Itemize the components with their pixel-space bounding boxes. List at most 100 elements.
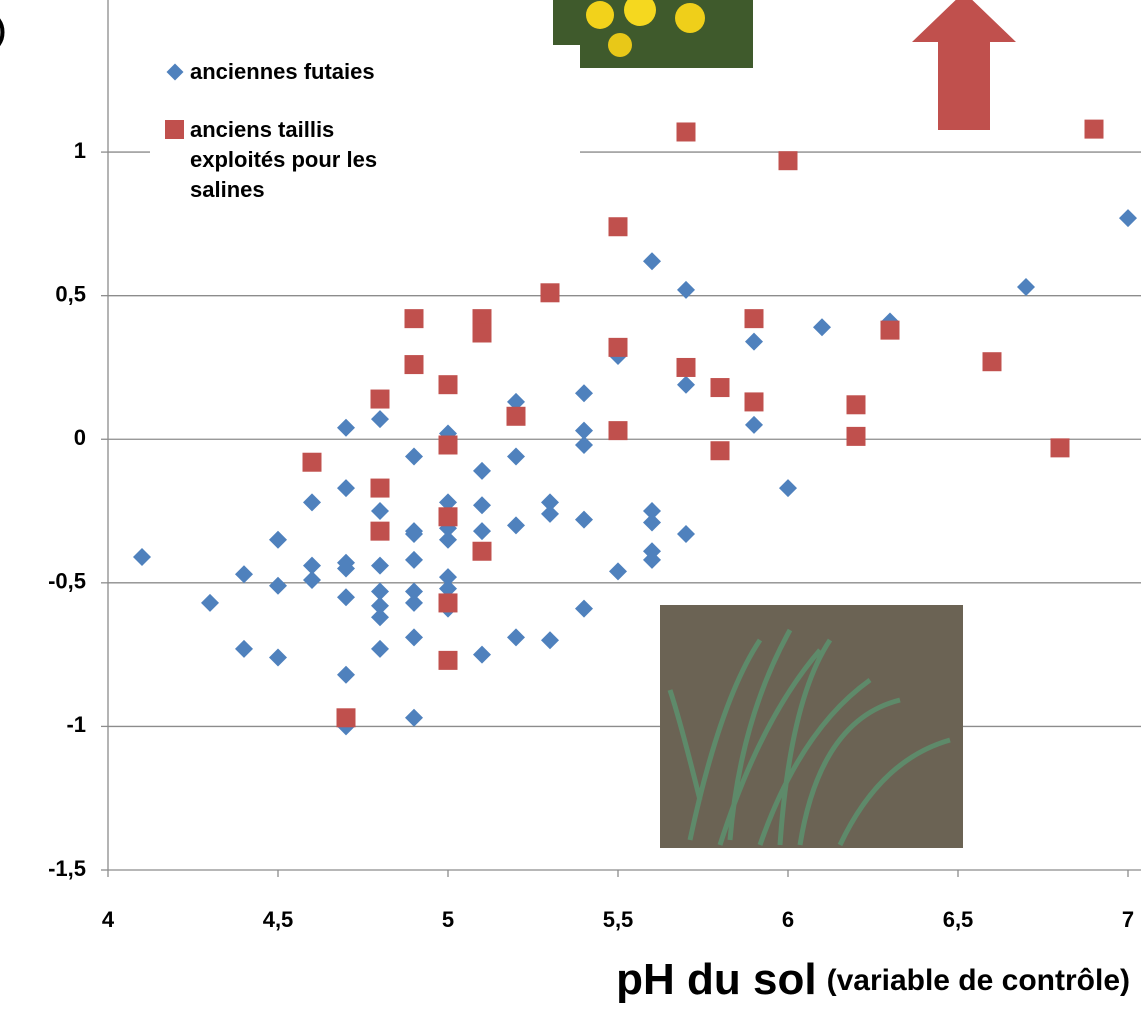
flower (586, 1, 614, 29)
diamond-point (473, 522, 491, 541)
diamond-point (473, 496, 491, 515)
legend-item: anciennes futaies (160, 57, 580, 87)
diamond-point (235, 565, 253, 584)
diamond-point (745, 332, 763, 351)
square-point (1050, 438, 1070, 458)
square-point (608, 421, 628, 441)
diamond-point (813, 318, 831, 337)
y-tick-label: 0 (74, 425, 86, 450)
square-point (438, 375, 458, 395)
square-point (438, 593, 458, 613)
square-point (676, 357, 696, 377)
diamond-point (1017, 278, 1035, 297)
diamond-point (507, 392, 525, 411)
diamond-point (439, 568, 457, 587)
x-tick-label: 5,5 (603, 907, 634, 932)
diamond-point (779, 479, 797, 498)
diamond-point (201, 593, 219, 612)
x-axis-title: pH du sol (616, 955, 816, 1004)
up-arrow (912, 0, 1016, 130)
plot-area: -1,5 -1 -0,5 0 0,5 1 4 4,5 5 5,5 6 6,5 7 (48, 0, 1141, 932)
square-point (370, 478, 390, 498)
diamond-point (405, 447, 423, 466)
diamond-point (405, 582, 423, 601)
diamond-point (439, 530, 457, 549)
x-axis-detail: (variable de contrôle) (827, 964, 1130, 997)
diamond-point (371, 596, 389, 615)
diamond-point (405, 628, 423, 647)
diamond-point (439, 579, 457, 598)
square-point (846, 426, 866, 446)
square-point (744, 309, 764, 329)
square-point (302, 452, 322, 472)
y-tick-label: -1,5 (48, 856, 86, 881)
diamond-point (371, 502, 389, 521)
legend: anciennes futaies anciens taillis exploit… (150, 45, 580, 202)
x-tick-label: 7 (1122, 907, 1134, 932)
diamond-point (337, 479, 355, 498)
diamond-point (575, 599, 593, 618)
legend-square (165, 120, 184, 139)
diamond-point (575, 510, 593, 529)
diamond-point (337, 418, 355, 437)
diamond-point (643, 513, 661, 532)
legend-diamond (166, 63, 184, 81)
diamond-point (371, 556, 389, 575)
legend-symbol (160, 57, 190, 87)
diamond-point (507, 628, 525, 647)
diamond-point (269, 530, 287, 549)
square-point (438, 435, 458, 455)
square-point (438, 650, 458, 670)
diamond-point (133, 547, 151, 566)
diamond-point (337, 665, 355, 684)
square-point (404, 355, 424, 375)
diamond-point (677, 525, 695, 544)
square-point (506, 406, 526, 426)
diamond-point (541, 631, 559, 650)
flower (624, 0, 656, 26)
diamond-point (575, 435, 593, 454)
square-point (608, 337, 628, 357)
diamond-point (507, 447, 525, 466)
diamond-point (337, 559, 355, 578)
square-point (1084, 119, 1104, 139)
diamond-point (677, 375, 695, 394)
diamond-point (1119, 209, 1137, 228)
diamond-point (473, 645, 491, 664)
diamond-point (745, 415, 763, 434)
x-tick-label: 6 (782, 907, 794, 932)
x-axis-label: pH du sol (variable de contrôle) (616, 955, 1130, 1004)
diamond-point (405, 593, 423, 612)
diamond-point (303, 570, 321, 589)
diamond-point (303, 556, 321, 575)
diamond-point (541, 493, 559, 512)
diamond-point (677, 280, 695, 299)
square-point (370, 521, 390, 541)
x-tick-label: 5 (442, 907, 454, 932)
square-point (472, 541, 492, 561)
diamond-point (371, 582, 389, 601)
square-point (982, 352, 1002, 372)
legend-label: anciennes futaies (190, 59, 375, 84)
y-axis-label: ) (0, 14, 6, 47)
diamond-point (541, 504, 559, 523)
diamond-point (337, 588, 355, 607)
square-point (744, 392, 764, 412)
y-tick-label: -1 (66, 712, 86, 737)
diamond-point (473, 461, 491, 480)
diamond-point (371, 639, 389, 658)
diamond-point (439, 493, 457, 512)
square-point (608, 217, 628, 237)
legend-symbol (160, 115, 190, 145)
diamond-point (405, 525, 423, 544)
diamond-point (643, 550, 661, 569)
grass-blades (667, 628, 951, 847)
diamond-point (235, 639, 253, 658)
square-point (880, 320, 900, 340)
diamond-point (575, 421, 593, 440)
square-point (472, 309, 492, 329)
diamond-point (303, 493, 321, 512)
diamond-point (643, 502, 661, 521)
